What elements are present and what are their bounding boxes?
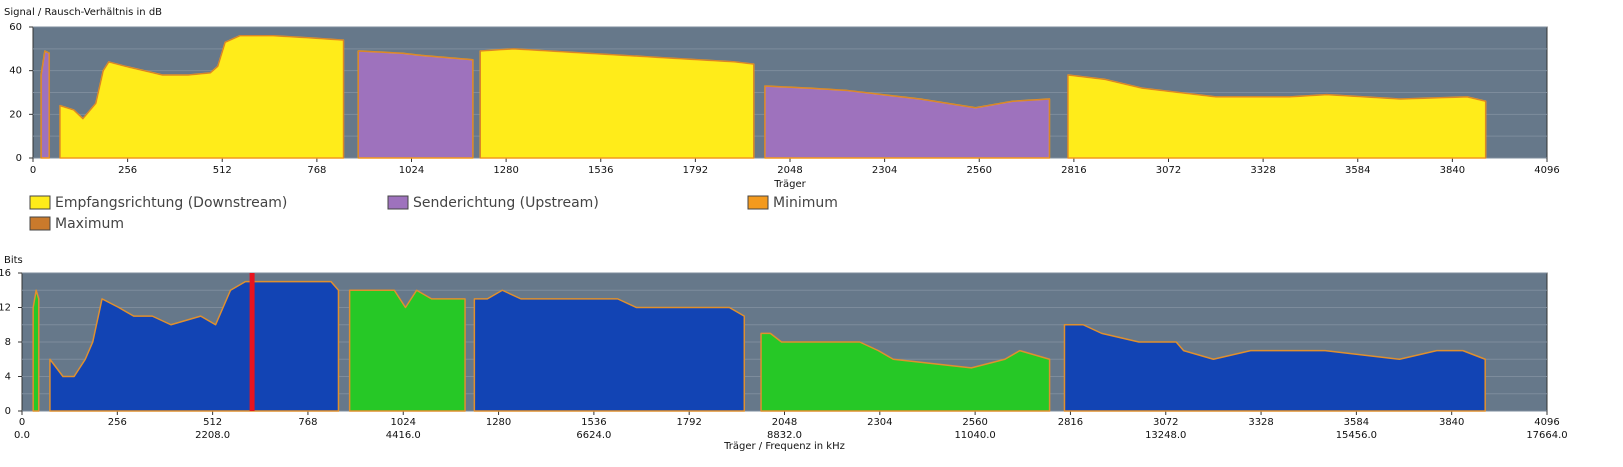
- legend-swatch: [29, 216, 51, 231]
- legend-swatch: [29, 195, 51, 210]
- area: [32, 289, 1051, 412]
- x2-tick-label: 4416.0: [386, 430, 421, 441]
- legend-swatch: [387, 195, 409, 210]
- x-tick-label: 768: [298, 417, 317, 428]
- area: [49, 280, 1486, 412]
- x-tick-label: 512: [213, 165, 232, 176]
- x-tick-label: 1024: [399, 165, 424, 176]
- pilot-marker: [249, 273, 255, 411]
- x-tick-label: 1024: [391, 417, 416, 428]
- y-tick-label: 60: [9, 22, 22, 33]
- x-tick-label: 3328: [1250, 165, 1275, 176]
- x-tick-label: 1536: [588, 165, 613, 176]
- x-tick-label: 2304: [872, 165, 897, 176]
- x-tick-label: 0: [19, 417, 25, 428]
- y-tick-label: 0: [16, 153, 22, 164]
- x-tick-label: 3328: [1248, 417, 1273, 428]
- y-tick-label: 0: [5, 406, 11, 417]
- legend-swatch: [747, 195, 769, 210]
- x-tick-label: 1280: [493, 165, 518, 176]
- x-tick-label: 256: [108, 417, 127, 428]
- y-tick-label: 4: [5, 372, 11, 383]
- x-tick-label: 2560: [962, 417, 987, 428]
- legend-label: Senderichtung (Upstream): [413, 195, 599, 211]
- x-axis-title: Träger / Frequenz in kHz: [723, 441, 845, 452]
- x2-tick-label: 15456.0: [1336, 430, 1377, 441]
- legend-label: Minimum: [773, 195, 838, 211]
- x-tick-label: 2304: [867, 417, 892, 428]
- y-tick-label: 40: [9, 66, 22, 77]
- x2-tick-label: 8832.0: [767, 430, 802, 441]
- max-line: [40, 50, 1050, 158]
- y-axis-title: Signal / Rausch-Verhältnis in dB: [4, 7, 162, 18]
- x-tick-label: 4096: [1534, 165, 1559, 176]
- x-tick-label: 3072: [1153, 417, 1178, 428]
- x-tick-label: 3840: [1440, 165, 1465, 176]
- x-tick-label: 1280: [486, 417, 511, 428]
- y-tick-label: 8: [5, 337, 11, 348]
- legend-label: Empfangsrichtung (Downstream): [55, 195, 287, 211]
- x2-tick-label: 11040.0: [954, 430, 995, 441]
- y-axis-title: Bits: [4, 255, 23, 266]
- x-tick-label: 2816: [1058, 417, 1083, 428]
- x-tick-label: 768: [307, 165, 326, 176]
- x-tick-label: 0: [30, 165, 36, 176]
- x-tick-label: 2048: [772, 417, 797, 428]
- x2-tick-label: 2208.0: [195, 430, 230, 441]
- legend-label: Maximum: [55, 216, 124, 232]
- x-tick-label: 2048: [777, 165, 802, 176]
- x2-tick-label: 17664.0: [1526, 430, 1567, 441]
- x-tick-label: 3072: [1156, 165, 1181, 176]
- x-tick-label: 3584: [1345, 165, 1370, 176]
- x2-tick-label: 13248.0: [1145, 430, 1186, 441]
- y-tick-label: 16: [0, 268, 11, 279]
- x-tick-label: 2560: [967, 165, 992, 176]
- x-tick-label: 1536: [581, 417, 606, 428]
- y-tick-label: 12: [0, 303, 11, 314]
- x-tick-label: 1792: [683, 165, 708, 176]
- x-axis-title: Träger: [773, 179, 806, 190]
- x2-tick-label: 6624.0: [576, 430, 611, 441]
- x-tick-label: 3840: [1439, 417, 1464, 428]
- y-tick-label: 20: [9, 109, 22, 120]
- x-tick-label: 4096: [1534, 417, 1559, 428]
- max-line: [59, 35, 1486, 158]
- x2-tick-label: 0.0: [14, 430, 30, 441]
- x-tick-label: 256: [118, 165, 137, 176]
- x-tick-label: 512: [203, 417, 222, 428]
- x-tick-label: 2816: [1061, 165, 1086, 176]
- x-tick-label: 1792: [676, 417, 701, 428]
- x-tick-label: 3584: [1344, 417, 1369, 428]
